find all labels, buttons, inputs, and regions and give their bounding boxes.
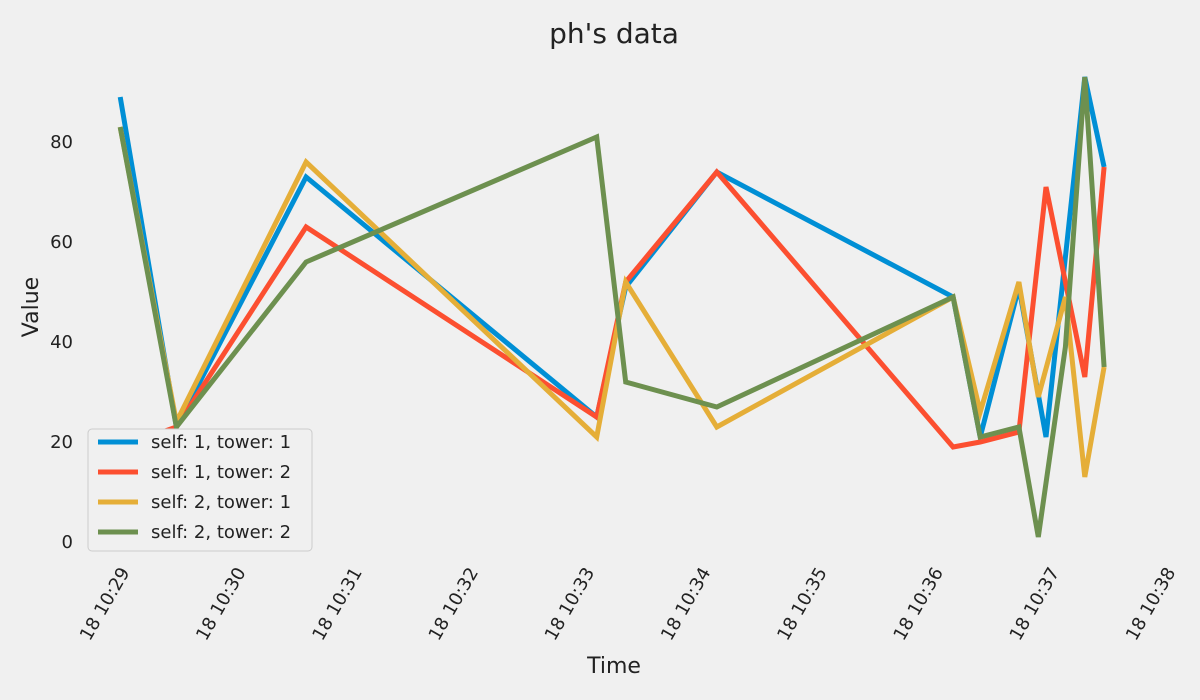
x-tick-label: 18 10:35 — [773, 564, 831, 644]
legend-label: self: 1, tower: 1 — [151, 432, 291, 453]
x-axis-ticks: 18 10:29 18 10:30 18 10:31 18 10:32 18 10:33… — [76, 564, 1180, 644]
x-tick-label: 18 10:30 — [192, 564, 250, 644]
chart-title: ph's data — [549, 17, 679, 50]
y-tick-label: 80 — [50, 132, 73, 153]
x-tick-label: 18 10:38 — [1122, 564, 1180, 644]
legend: self: 1, tower: 1 self: 1, tower: 2 self: … — [87, 428, 313, 552]
x-tick-label: 18 10:36 — [889, 564, 947, 644]
x-tick-label: 18 10:37 — [1006, 564, 1064, 644]
legend-label: self: 2, tower: 2 — [151, 522, 291, 543]
legend-label: self: 2, tower: 1 — [151, 492, 291, 513]
y-tick-label: 40 — [50, 332, 73, 353]
x-tick-label: 18 10:33 — [541, 564, 599, 644]
y-tick-label: 20 — [50, 432, 73, 453]
y-tick-label: 0 — [62, 532, 73, 553]
x-axis-label: Time — [586, 654, 641, 679]
series-line-1 — [117, 76, 1107, 438]
y-axis-label: Value — [19, 277, 44, 337]
y-tick-label: 60 — [50, 232, 73, 253]
series-line-2 — [119, 166, 1107, 450]
legend-frame — [87, 428, 313, 552]
x-tick-label: 18 10:34 — [657, 564, 715, 644]
x-tick-label: 18 10:32 — [425, 564, 483, 644]
series-lines — [117, 76, 1107, 538]
x-tick-label: 18 10:31 — [308, 564, 366, 644]
y-axis-ticks: 0 20 40 60 80 — [50, 132, 73, 553]
series-line-4 — [117, 76, 1107, 538]
legend-label: self: 1, tower: 2 — [151, 462, 291, 483]
x-tick-label: 18 10:29 — [76, 564, 134, 644]
